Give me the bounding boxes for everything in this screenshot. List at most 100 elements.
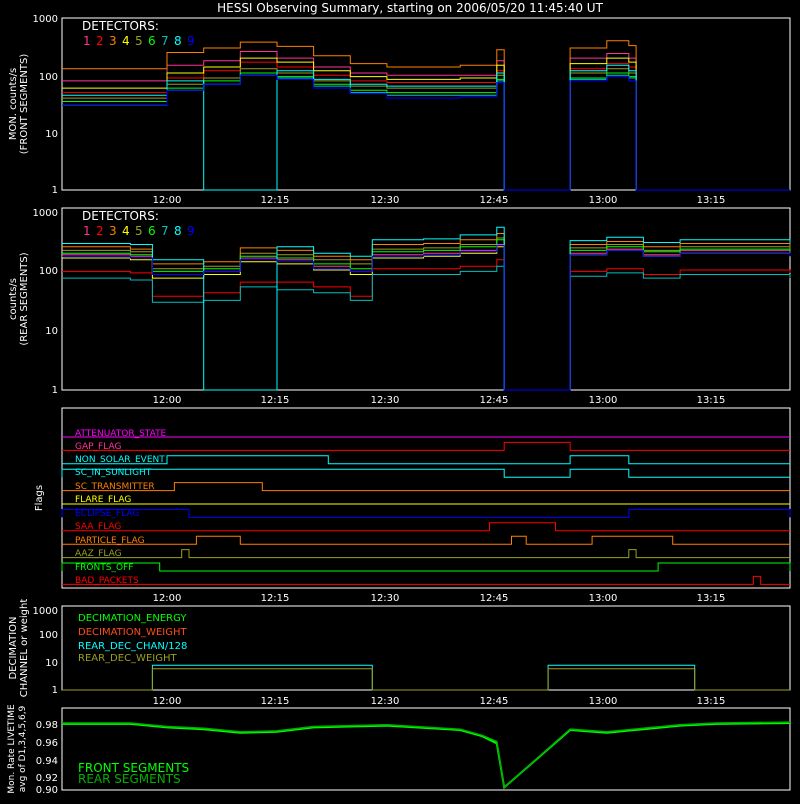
ytick-label: 0.92 xyxy=(36,773,58,784)
xtick-label: 13:15 xyxy=(697,395,726,406)
xtick-label: 13:00 xyxy=(589,195,618,206)
flag-line-sc-in-sunlight xyxy=(61,468,790,478)
legend-detector-7: 7 xyxy=(161,224,169,238)
rear-panel-frame xyxy=(61,207,791,391)
series-line-detector-3 xyxy=(62,40,790,191)
decimation-series-layer xyxy=(62,664,790,691)
legend-detector-8: 8 xyxy=(174,34,182,48)
flag-line-sc-transmitter xyxy=(62,482,790,492)
xtick-label: 12:15 xyxy=(261,696,290,707)
livetime-panel-frame xyxy=(61,707,791,791)
xtick-label: 12:00 xyxy=(153,593,182,604)
front-yticks: 1000 100 10 1 xyxy=(33,14,58,196)
ytick-label: 1 xyxy=(52,685,58,696)
rear-ylabel: counts/s (REAR SEGMENTS) xyxy=(8,252,30,345)
flag-label-aaz: AAZ_FLAG xyxy=(75,549,122,559)
livetime-legend: FRONT SEGMENTS REAR SEGMENTS xyxy=(78,761,189,786)
flags-ylabel: Flags xyxy=(34,485,45,511)
flag-label-eclipse: ECLIPSE_FLAG xyxy=(75,509,139,519)
xtick-label: 12:15 xyxy=(261,593,290,604)
livetime-line-front xyxy=(62,722,791,790)
front-ylabel: MON. counts/s (FRONT SEGMENTS) xyxy=(8,54,30,155)
series-line-detector-8 xyxy=(62,64,790,191)
ytick-label: 0.90 xyxy=(36,785,58,796)
livetime-ylabel: Mon. Rate LIVETIME avg of D1,3,4,5,6,9 xyxy=(7,704,28,794)
livetime-legend-rear: REAR SEGMENTS xyxy=(78,772,181,786)
rear-series-layer xyxy=(62,226,791,391)
xtick-label: 12:30 xyxy=(371,696,400,707)
legend-title: DETECTORS: xyxy=(82,19,159,33)
legend-detector-6: 6 xyxy=(148,34,156,48)
svg-text:Flags: Flags xyxy=(34,485,45,511)
svg-text:MON. counts/s: MON. counts/s xyxy=(8,68,19,140)
legend-detector-9: 9 xyxy=(187,34,195,48)
xtick-label: 12:45 xyxy=(480,593,509,604)
flag-label-fronts-off: FRONTS_OFF xyxy=(75,563,133,573)
svg-text:(REAR SEGMENTS): (REAR SEGMENTS) xyxy=(19,252,30,345)
flag-line-saa-flag xyxy=(62,522,790,532)
legend-detector-2: 2 xyxy=(96,34,104,48)
series-line-detector-1 xyxy=(62,244,791,391)
series-line-detector-4 xyxy=(62,246,791,391)
decimation-xticks: 12:00 12:15 12:30 12:45 13:00 13:15 xyxy=(153,696,726,707)
xtick-label: 13:00 xyxy=(589,395,618,406)
xtick-label: 13:15 xyxy=(697,696,726,707)
livetime-yticks: 0.98 0.96 0.94 0.92 0.90 xyxy=(36,720,58,796)
xtick-label: 12:00 xyxy=(153,195,182,206)
legend-detector-3: 3 xyxy=(109,224,117,238)
svg-text:Mon. Rate LIVETIME: Mon. Rate LIVETIME xyxy=(7,704,17,794)
decimation-yticks: 1000 100 10 1 xyxy=(33,606,58,696)
flag-line-fronts-off xyxy=(61,562,791,572)
svg-text:counts/s: counts/s xyxy=(8,278,19,320)
xtick-label: 12:45 xyxy=(480,696,509,707)
flag-line-non-solar-event xyxy=(62,455,790,465)
series-line-detector-8 xyxy=(62,226,791,391)
flag-label-saa: SAA_FLAG xyxy=(75,522,121,532)
xtick-label: 12:30 xyxy=(371,395,400,406)
ytick-label: 10 xyxy=(45,326,58,337)
flag-line-particle-flag xyxy=(62,535,790,545)
decimation-legend-rear-chan: REAR_DEC_CHAN/128 xyxy=(78,641,187,652)
svg-text:DECIMATION: DECIMATION xyxy=(8,616,19,679)
livetime-legend-front: FRONT SEGMENTS xyxy=(78,761,189,775)
series-line-detector-2 xyxy=(62,259,791,391)
ytick-label: 100 xyxy=(39,266,58,277)
ytick-label: 0.98 xyxy=(36,720,58,731)
legend-detector-7: 7 xyxy=(161,34,169,48)
livetime-line-rear xyxy=(62,721,791,789)
series-line-detector-3 xyxy=(62,233,791,391)
flag-label-flare: FLARE_FLAG xyxy=(75,495,131,505)
chart-title: HESSI Observing Summary, starting on 200… xyxy=(217,1,603,15)
livetime-series-layer xyxy=(62,721,791,790)
legend-detector-8: 8 xyxy=(174,224,182,238)
flags-xticks: 12:00 12:15 12:30 12:45 13:00 13:15 xyxy=(153,593,726,604)
ytick-label: 1000 xyxy=(33,14,58,25)
series-line-detector-1 xyxy=(62,51,790,191)
svg-text:(FRONT SEGMENTS): (FRONT SEGMENTS) xyxy=(19,54,30,155)
flag-series-layer xyxy=(61,436,791,585)
xtick-label: 12:30 xyxy=(371,593,400,604)
flag-label-non-solar: NON_SOLAR_EVENT xyxy=(75,455,165,465)
legend-detector-1: 1 xyxy=(83,224,91,238)
front-panel-frame xyxy=(61,17,791,191)
xtick-label: 12:45 xyxy=(480,195,509,206)
legend-detector-5: 5 xyxy=(135,34,143,48)
legend-detector-9: 9 xyxy=(187,224,195,238)
ytick-label: 1000 xyxy=(33,208,58,219)
ytick-label: 1000 xyxy=(33,606,58,617)
series-line-detector-5 xyxy=(62,68,790,191)
xtick-label: 12:00 xyxy=(153,696,182,707)
xtick-label: 12:15 xyxy=(261,395,290,406)
legend-title: DETECTORS: xyxy=(82,209,159,223)
xtick-label: 13:15 xyxy=(697,195,726,206)
flag-line-aaz-flag xyxy=(62,549,790,559)
flag-line-eclipse-flag xyxy=(61,508,791,518)
front-detector-legend: DETECTORS: 1 2 3 4 5 6 7 8 9 xyxy=(82,19,195,48)
xtick-label: 13:00 xyxy=(589,696,618,707)
legend-detector-4: 4 xyxy=(122,224,130,238)
decimation-legend: DECIMATION_ENERGY DECIMATION_WEIGHT REAR… xyxy=(78,613,187,664)
flag-label-sunlight: SC_IN_SUNLIGHT xyxy=(75,468,152,478)
ytick-label: 100 xyxy=(39,630,58,641)
ytick-label: 0.94 xyxy=(36,756,58,767)
flag-label-gap: GAP_FLAG xyxy=(75,442,121,452)
